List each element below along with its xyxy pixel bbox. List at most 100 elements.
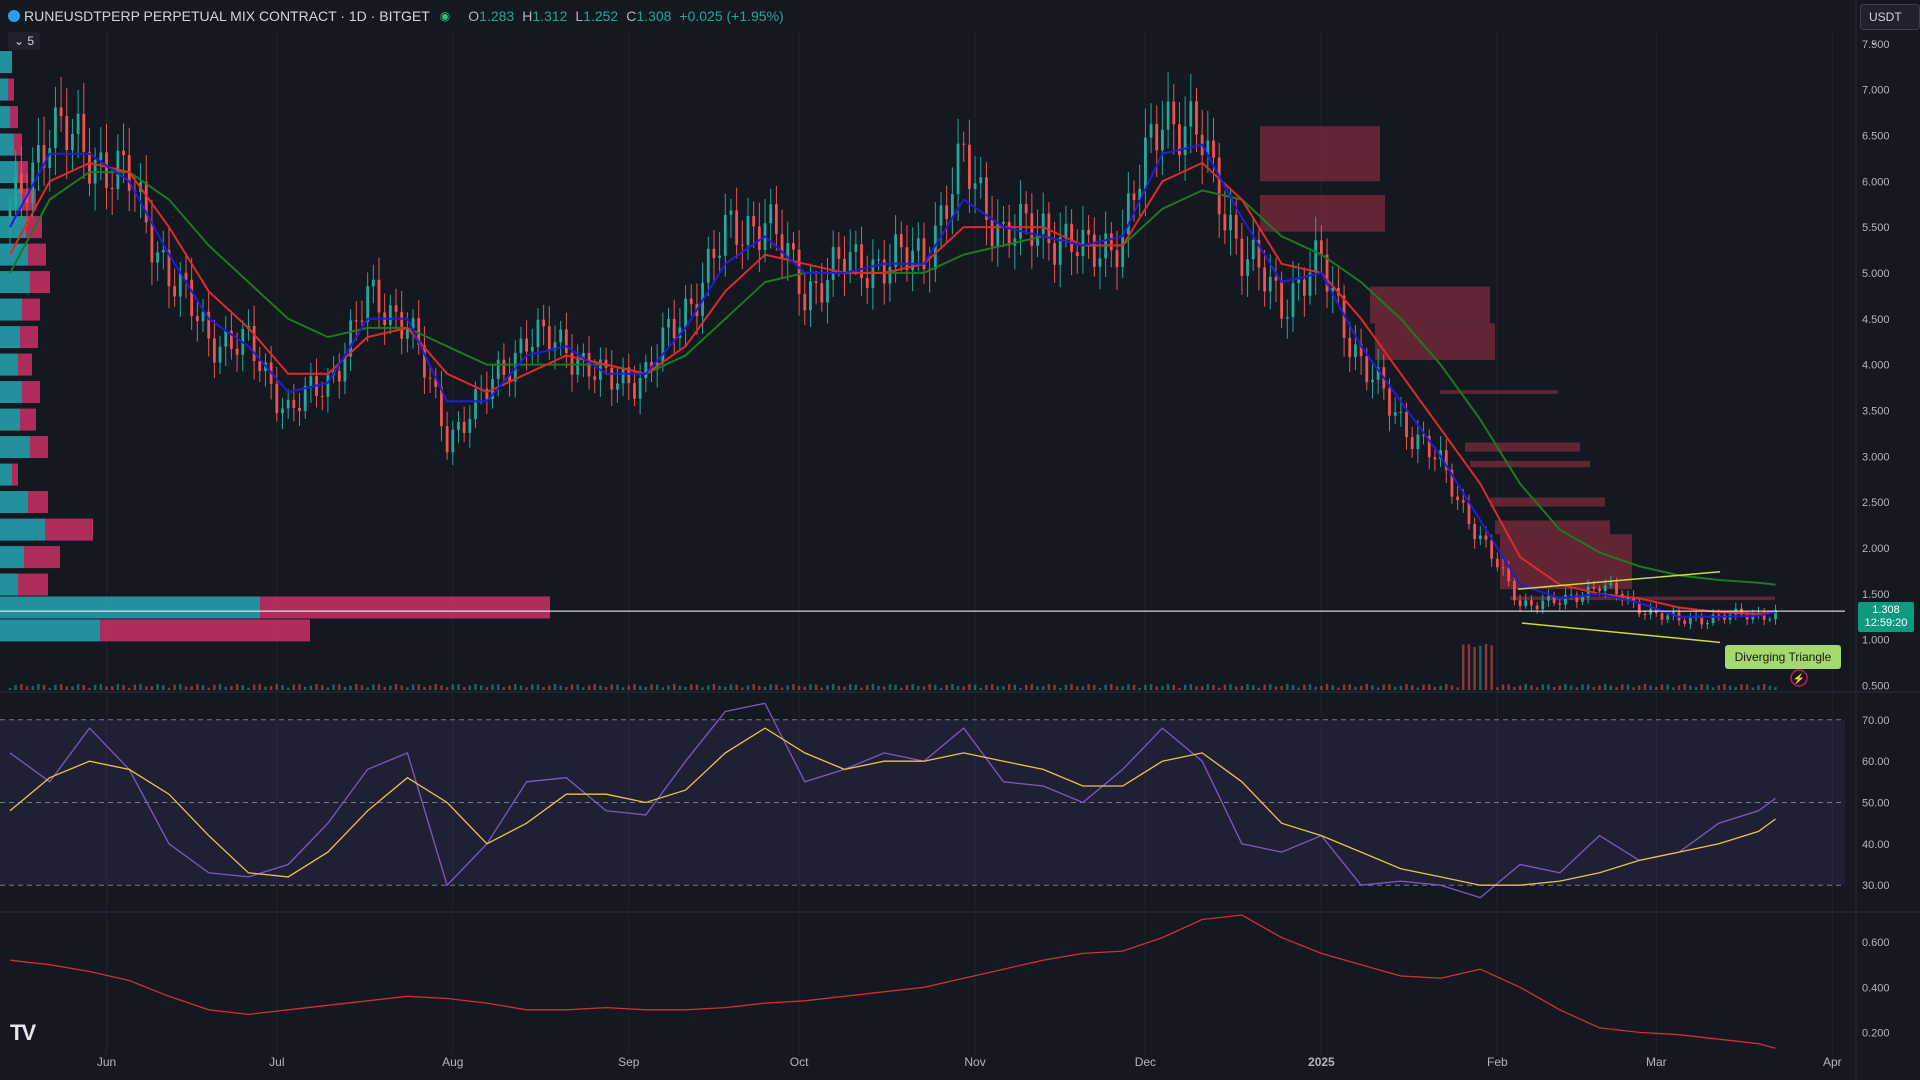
currency-select[interactable]: USDT ⌄: [1860, 4, 1920, 48]
tradingview-logo-icon[interactable]: TV: [10, 1020, 36, 1045]
oscillator-pane: [9, 914, 1776, 1049]
volume-bar: [440, 685, 443, 690]
volume-bar: [99, 684, 103, 690]
volume-bar: [536, 684, 540, 690]
volume-profile-down: [28, 243, 46, 266]
volume-bar: [139, 684, 142, 690]
volume-bar: [996, 686, 999, 690]
triangle-upper-line: [1517, 571, 1721, 590]
oscillator-line: [9, 914, 1776, 1049]
candle-body: [1564, 594, 1567, 605]
pattern-label: Diverging Triangle: [1735, 650, 1832, 664]
axes: 7.500 7.000 6.500 6.000 5.500 5.000 4.500 4.000…: [97, 0, 1890, 1080]
volume-bar: [934, 684, 937, 690]
y-tick-label: 2.000: [1862, 543, 1890, 555]
candle-body: [14, 173, 18, 208]
volume-bar: [1076, 686, 1079, 690]
volume-bar: [1473, 646, 1476, 690]
diverging-triangle-pattern[interactable]: Diverging Triangle ⚡: [1725, 645, 1841, 687]
market-status-icon: ◉: [439, 9, 451, 23]
y-tick-label: 1.000: [1862, 635, 1890, 647]
candle-body: [888, 266, 892, 284]
open-label: O: [468, 8, 480, 24]
supply-zone: [1375, 323, 1495, 360]
legend-toggle-button[interactable]: ⌄ 5: [8, 32, 41, 50]
pattern-label-box: [1725, 645, 1841, 669]
candle-body: [911, 250, 915, 270]
candle-body: [54, 107, 57, 149]
symbol-title[interactable]: RUNEUSDTPERP PERPETUAL MIX CONTRACT · 1D…: [24, 8, 430, 24]
volume-bar: [780, 687, 784, 690]
candle-body: [1547, 596, 1550, 601]
volume-profile-up: [0, 51, 12, 74]
volume-bar: [1388, 684, 1391, 690]
volume-bar: [1269, 684, 1272, 690]
volume-bar: [1047, 684, 1051, 690]
volume-bar: [14, 684, 17, 690]
candle-body: [1115, 250, 1119, 267]
volume-bar: [1280, 685, 1283, 690]
volume-profile-up: [0, 353, 18, 376]
candle-body: [388, 305, 392, 326]
volume-bar: [42, 684, 46, 690]
volume-bar: [928, 684, 931, 690]
volume-bar: [156, 684, 159, 690]
volume-bar: [1734, 686, 1737, 690]
volume-bar: [775, 684, 778, 690]
volume-bar: [145, 686, 148, 690]
candle-body: [1541, 600, 1545, 610]
lightning-icon[interactable]: [1790, 669, 1808, 687]
candle-body: [394, 305, 398, 312]
currency-value: USDT: [1869, 10, 1902, 24]
volume-bar: [1007, 684, 1011, 690]
candle-body: [1495, 558, 1499, 568]
candle-body: [275, 383, 279, 414]
volume-bar: [553, 684, 557, 690]
volume-bar: [349, 685, 352, 690]
candle-body: [19, 173, 23, 194]
volume-bar: [1694, 686, 1698, 690]
volume-bar: [1291, 685, 1295, 690]
volume-bar: [945, 685, 948, 690]
volume-profile-up: [0, 546, 24, 569]
candle-body: [718, 255, 722, 258]
candle-body: [1745, 614, 1749, 620]
volume-bar: [184, 686, 188, 690]
volume-bar: [1393, 686, 1397, 690]
rsi-pane: [0, 702, 1845, 899]
change-value: +0.025 (+1.95%): [679, 8, 784, 24]
volume-bar: [377, 684, 381, 690]
x-tick-label: Nov: [964, 1055, 985, 1069]
volume-profile-down: [18, 573, 48, 596]
candle-body: [326, 375, 330, 397]
ema-short-line: [9, 143, 1776, 618]
volume-bar: [1467, 644, 1471, 690]
volume-bar: [122, 684, 125, 690]
candle-body: [1087, 229, 1091, 235]
high-value: 1.312: [532, 8, 568, 24]
volume-bar: [196, 684, 199, 690]
volume-bar: [900, 687, 903, 690]
volume-profile-up: [0, 619, 100, 642]
candle-body: [1666, 615, 1670, 620]
volume-bar: [1002, 686, 1005, 690]
volume-bar: [621, 687, 625, 690]
candle-body: [1717, 614, 1721, 616]
candle-body: [559, 329, 563, 343]
candle-body: [201, 311, 205, 322]
volume-bar: [1235, 686, 1238, 690]
candle-body: [553, 342, 557, 351]
volume-bar: [128, 687, 131, 690]
volume-bar: [1649, 685, 1652, 690]
candle-body: [156, 252, 159, 263]
rsi-line: [9, 702, 1776, 899]
volume-bar: [888, 684, 892, 690]
volume-bar: [1371, 685, 1374, 690]
candle-body: [1444, 450, 1448, 470]
volume-bar: [457, 684, 460, 690]
candle-body: [1484, 535, 1488, 540]
candle-body: [831, 246, 835, 281]
volume-bar: [1774, 686, 1777, 690]
volume-bar: [525, 687, 528, 690]
